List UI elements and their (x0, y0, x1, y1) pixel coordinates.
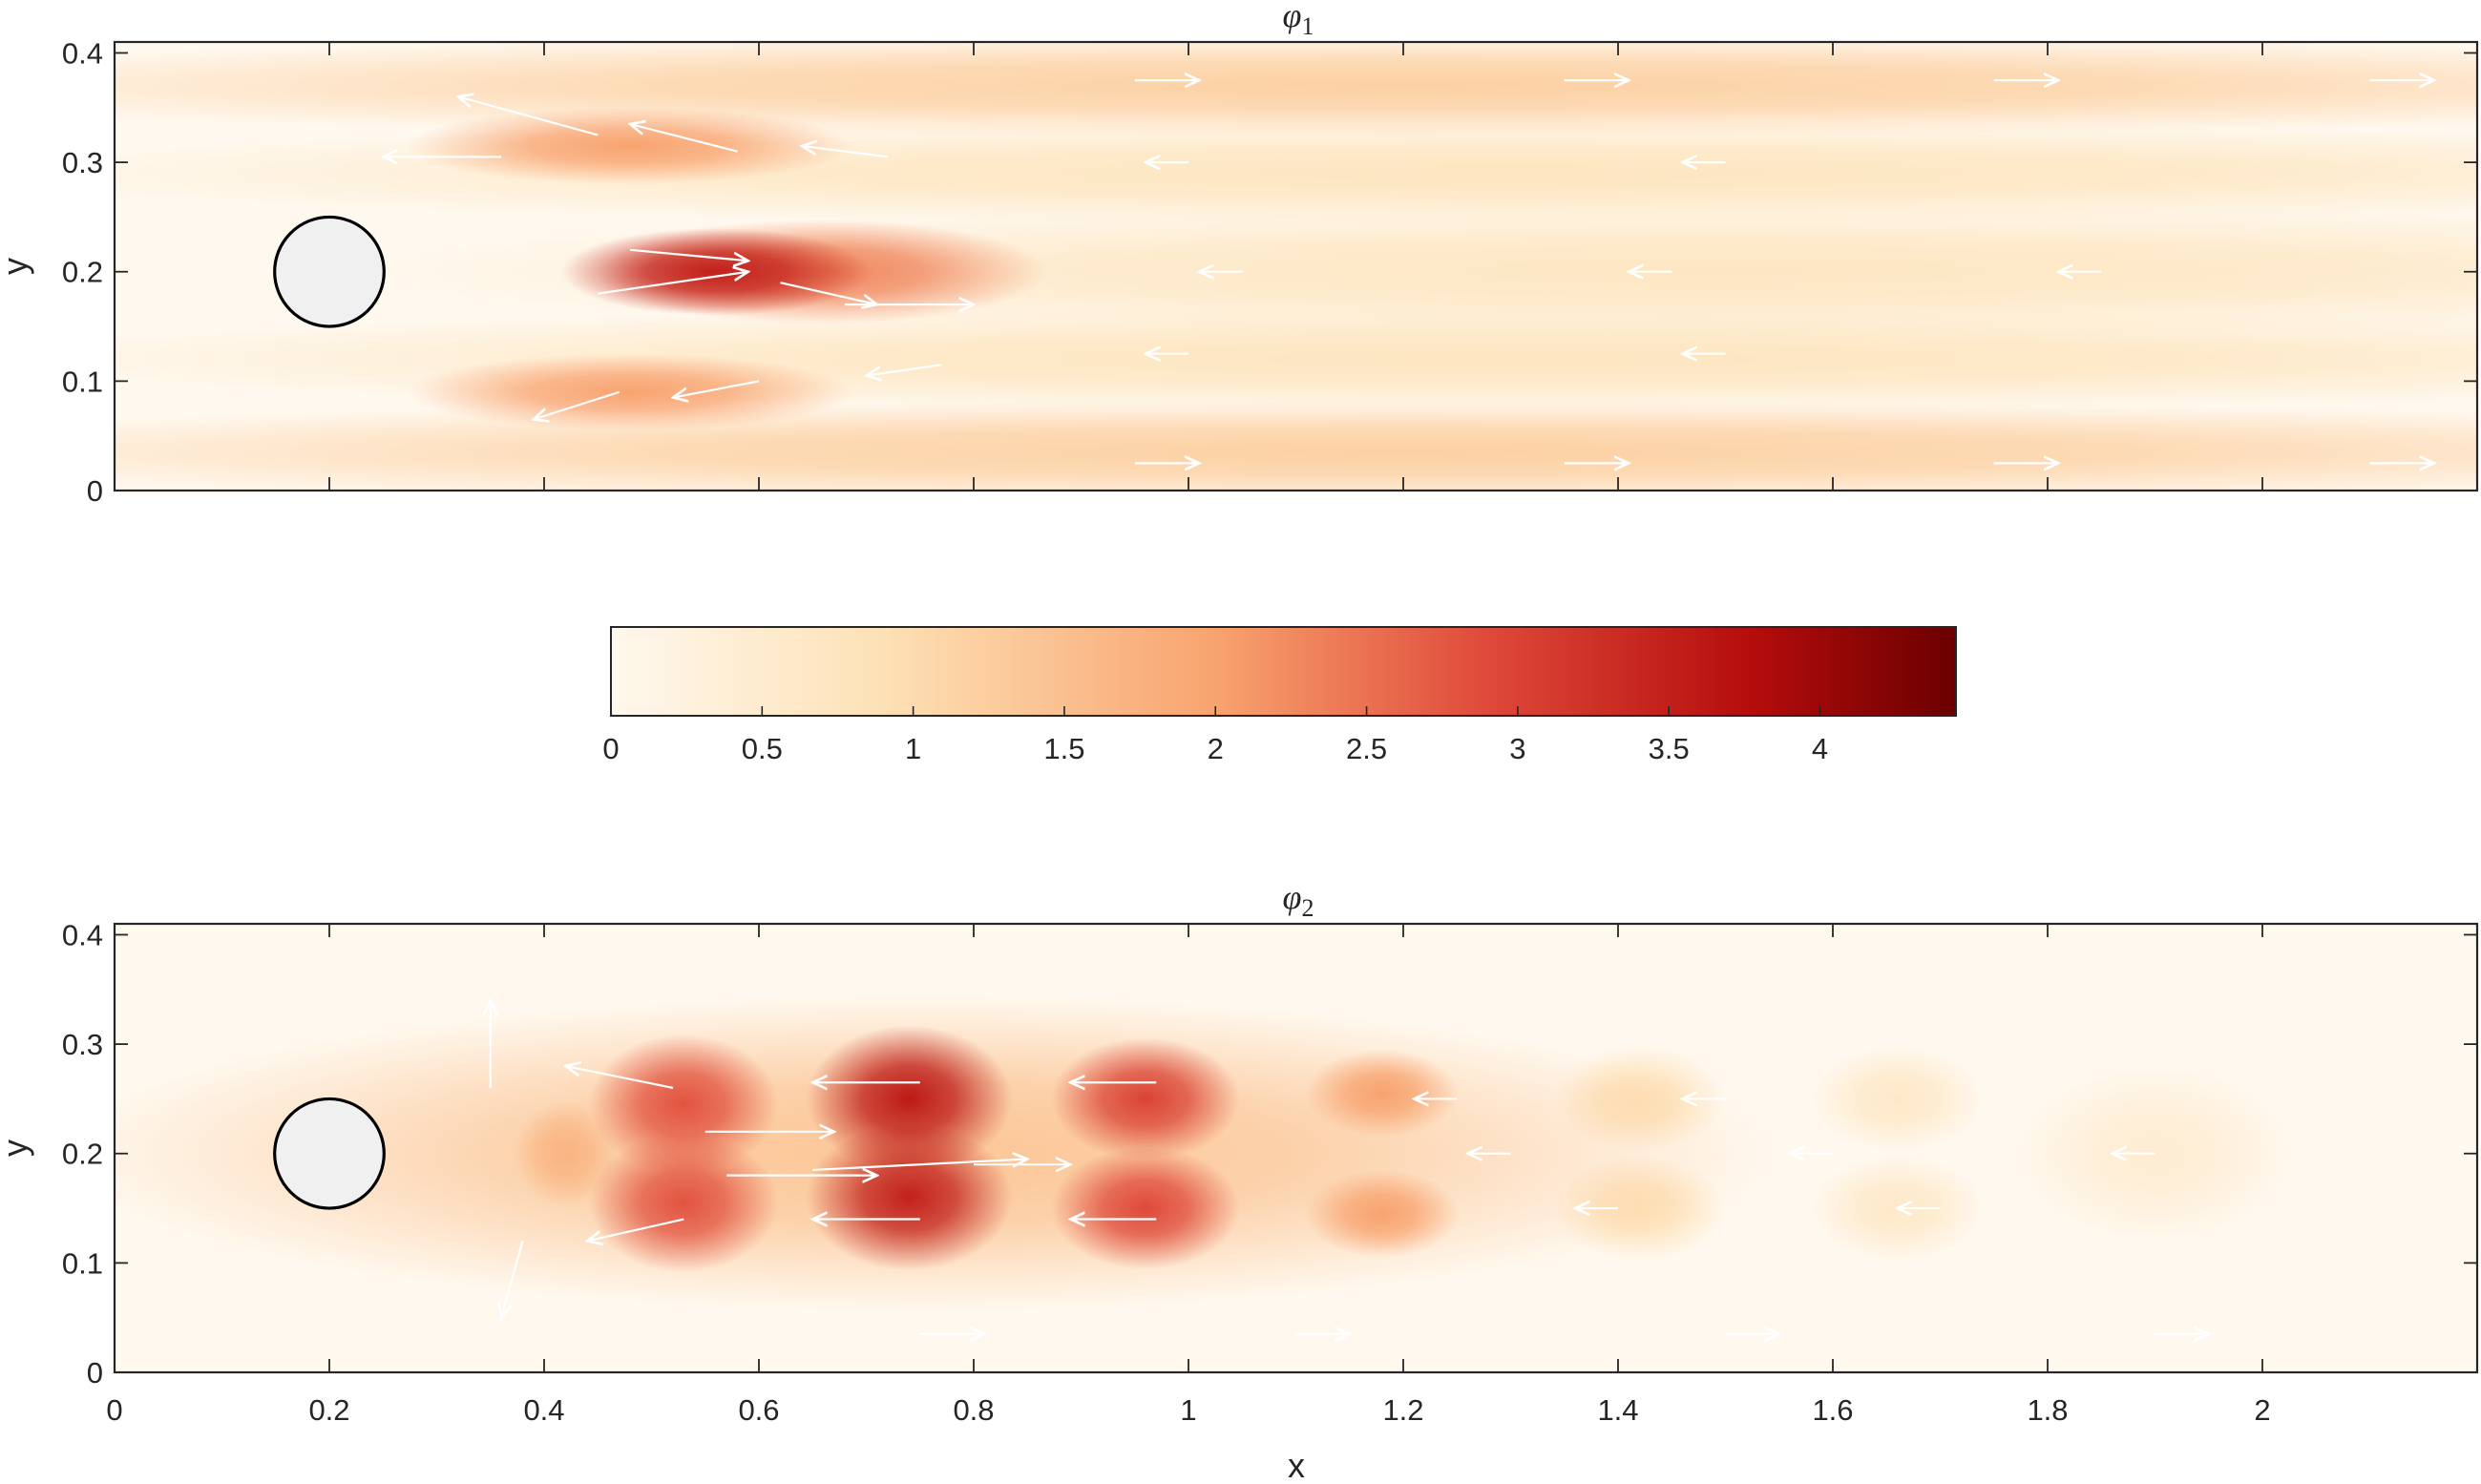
intensity-region (115, 399, 2477, 491)
velocity-arrow (458, 96, 599, 136)
velocity-arrow (812, 1159, 1027, 1172)
intensity-region (806, 1025, 1013, 1173)
velocity-arrow (501, 1241, 524, 1317)
intensity-region (514, 1100, 618, 1206)
intensity-region (589, 1034, 779, 1175)
colorbar-tick-label: 4 (1812, 732, 1828, 765)
panel-title-phi1: φ1 (1283, 0, 1314, 40)
intensity-region (1304, 1049, 1460, 1138)
velocity-arrow (630, 124, 738, 153)
colorbar-gradient (610, 626, 1957, 717)
colorbar-tick-label: 2.5 (1346, 732, 1387, 765)
colorbar-ticks: 0 0.5 1 1.5 2 2.5 3 3.5 4 (602, 706, 1828, 765)
velocity-arrow (867, 364, 942, 375)
x-tick-label: 1.2 (1382, 1393, 1423, 1427)
panel-phi1: φ1 0 0.1 0.2 0.3 0.4 y (0, 0, 2479, 508)
colorbar-tick-label: 3.5 (1649, 732, 1690, 765)
velocity-arrow (802, 146, 889, 158)
velocity-arrow (534, 390, 620, 420)
y-axis-label-phi1: y (0, 258, 34, 275)
x-tick-label: 1 (1180, 1393, 1196, 1427)
colorbar-tick-label: 1.5 (1043, 732, 1084, 765)
x-axis-label: x (1288, 1446, 1305, 1484)
x-tick-label: 1.6 (1812, 1393, 1853, 1427)
y-tick-label: 0.3 (62, 1028, 103, 1061)
y-tick-label: 0.4 (62, 36, 103, 70)
x-tick-label: 0.8 (953, 1393, 994, 1427)
intensity-region (589, 1132, 779, 1273)
y-tick-label: 0.4 (62, 918, 103, 951)
velocity-arrow (629, 248, 748, 261)
axes-box-phi2 (113, 922, 2479, 1374)
intensity-region (561, 227, 871, 316)
colorbar-tick-label: 0 (602, 732, 619, 765)
x-axis-ticks-phi1 (114, 42, 2263, 491)
y-tick-label: 0.1 (62, 1246, 103, 1280)
y-tick-label: 0.1 (62, 365, 103, 398)
y-tick-label: 0.3 (62, 146, 103, 179)
intensity-region (1304, 1169, 1460, 1258)
cylinder-obstacle (273, 215, 386, 328)
x-tick-label: 0.6 (738, 1393, 779, 1427)
panel-title-phi2: φ2 (1283, 878, 1314, 922)
colorbar-tick-label: 1 (905, 732, 921, 765)
x-tick-label: 0.2 (308, 1393, 349, 1427)
colorbar-tick-label: 3 (1509, 732, 1525, 765)
y-axis-phi1: 0 0.1 0.2 0.3 0.4 (62, 36, 2477, 508)
panel-phi2: φ2 0 0.1 0.2 0.3 0.4 0 0.2 0.4 0.6 0.8 1 1.2 1.4 1.6… (0, 878, 2479, 1484)
y-tick-label: 0 (87, 474, 103, 508)
heatmap-area-phi2 (115, 924, 2477, 1372)
velocity-arrow (673, 380, 760, 397)
y-axis-label-phi2: y (0, 1139, 34, 1157)
velocity-arrow (780, 282, 877, 304)
y-axis-phi2: 0 0.1 0.2 0.3 0.4 (62, 918, 2477, 1390)
intensity-region (1051, 1037, 1240, 1160)
y-tick-label: 0.2 (62, 256, 103, 289)
cylinder-obstacle (273, 1097, 386, 1210)
intensity-region (1051, 1146, 1240, 1270)
x-tick-label: 1.4 (1597, 1393, 1638, 1427)
colorbar-tick-label: 2 (1208, 732, 1224, 765)
intensity-region (1811, 1046, 1984, 1152)
intensity-region (407, 353, 853, 431)
y-tick-label: 0.2 (62, 1138, 103, 1171)
x-tick-label: 2 (2254, 1393, 2270, 1427)
velocity-arrow (587, 1218, 684, 1242)
x-tick-label: 0 (106, 1393, 122, 1427)
intensity-region (115, 42, 2477, 138)
colorbar-tick-label: 0.5 (742, 732, 783, 765)
velocity-arrow (566, 1066, 674, 1090)
y-tick-label: 0 (87, 1356, 103, 1390)
axes-box-phi1 (113, 40, 2479, 492)
intensity-region (407, 107, 853, 185)
x-axis-phi2: 0 0.2 0.4 0.6 0.8 1 1.2 1.4 1.6 1.8 2 (106, 924, 2271, 1427)
x-tick-label: 1.8 (2027, 1393, 2068, 1427)
heatmap-area-phi1 (115, 42, 2477, 491)
colorbar: 0 0.5 1 1.5 2 2.5 3 3.5 4 (602, 626, 1957, 765)
x-tick-label: 0.4 (523, 1393, 564, 1427)
velocity-arrow (598, 272, 748, 295)
